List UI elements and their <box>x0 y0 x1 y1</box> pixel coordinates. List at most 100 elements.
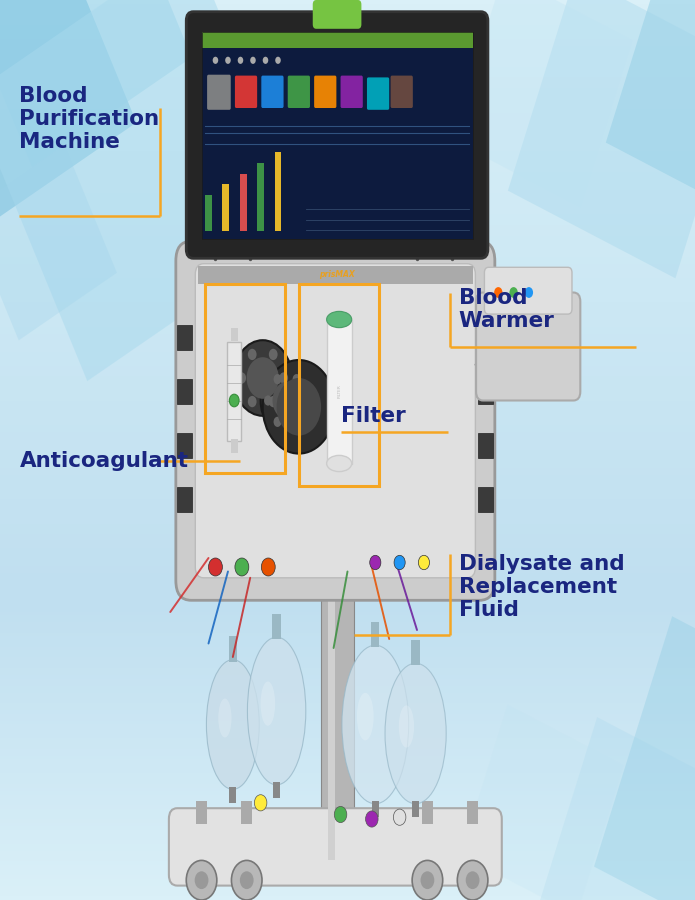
Bar <box>0 146 117 340</box>
Circle shape <box>366 811 378 827</box>
Ellipse shape <box>327 455 352 472</box>
Bar <box>508 0 695 278</box>
Circle shape <box>213 57 218 64</box>
Circle shape <box>334 806 347 823</box>
Text: FILTER: FILTER <box>337 384 341 399</box>
Bar <box>202 32 473 238</box>
Circle shape <box>466 871 480 889</box>
Ellipse shape <box>247 637 306 785</box>
Bar <box>227 342 241 441</box>
Circle shape <box>225 57 231 64</box>
Circle shape <box>274 374 281 384</box>
Circle shape <box>274 417 281 427</box>
FancyBboxPatch shape <box>484 267 572 314</box>
Bar <box>0 0 308 381</box>
Circle shape <box>248 349 256 360</box>
Bar <box>327 320 352 464</box>
Bar <box>467 801 478 824</box>
Circle shape <box>394 555 405 570</box>
Circle shape <box>272 382 302 419</box>
FancyBboxPatch shape <box>261 76 284 108</box>
Bar <box>461 705 623 900</box>
Circle shape <box>231 860 262 900</box>
Bar <box>272 614 281 639</box>
Bar <box>231 439 238 453</box>
Circle shape <box>235 558 249 576</box>
Ellipse shape <box>385 663 446 804</box>
Bar <box>240 174 247 231</box>
Circle shape <box>293 417 300 427</box>
Ellipse shape <box>327 311 352 328</box>
Bar <box>452 0 632 207</box>
Circle shape <box>418 555 430 570</box>
Ellipse shape <box>357 693 374 741</box>
Circle shape <box>263 360 335 454</box>
Bar <box>229 787 236 803</box>
Circle shape <box>457 860 488 900</box>
Bar <box>478 487 493 512</box>
Bar <box>606 0 695 250</box>
Ellipse shape <box>218 698 231 737</box>
Ellipse shape <box>342 645 409 804</box>
Text: prisMAX: prisMAX <box>319 270 355 279</box>
Circle shape <box>293 374 300 384</box>
FancyBboxPatch shape <box>169 808 502 886</box>
Circle shape <box>264 395 272 406</box>
Text: Anticoagulant: Anticoagulant <box>19 451 188 471</box>
FancyBboxPatch shape <box>341 76 363 108</box>
Bar <box>205 284 285 472</box>
Circle shape <box>263 57 268 64</box>
Text: Filter: Filter <box>341 406 405 426</box>
Bar <box>299 284 379 486</box>
Text: Blood
Purification
Machine: Blood Purification Machine <box>19 86 160 152</box>
Ellipse shape <box>327 311 352 328</box>
Bar <box>177 325 192 350</box>
Circle shape <box>240 871 254 889</box>
Bar <box>0 0 136 257</box>
Ellipse shape <box>206 660 259 789</box>
Bar <box>411 640 420 665</box>
Text: Dialysate and
Replacement
Fluid: Dialysate and Replacement Fluid <box>459 554 624 620</box>
Bar <box>422 801 433 824</box>
FancyBboxPatch shape <box>207 75 231 110</box>
Circle shape <box>234 340 292 416</box>
Circle shape <box>238 57 243 64</box>
Circle shape <box>509 287 518 298</box>
Circle shape <box>237 373 246 383</box>
Bar <box>372 801 379 817</box>
Circle shape <box>269 396 277 407</box>
Bar <box>205 195 212 231</box>
FancyBboxPatch shape <box>195 264 475 578</box>
Bar <box>594 616 695 900</box>
FancyBboxPatch shape <box>176 241 495 600</box>
FancyBboxPatch shape <box>313 0 361 29</box>
Circle shape <box>302 395 310 406</box>
Bar <box>478 433 493 458</box>
Circle shape <box>208 558 222 576</box>
Circle shape <box>275 57 281 64</box>
Circle shape <box>248 396 256 407</box>
Bar <box>198 266 473 284</box>
FancyBboxPatch shape <box>476 292 580 400</box>
Bar <box>177 487 192 512</box>
Circle shape <box>269 349 277 360</box>
Circle shape <box>186 860 217 900</box>
Circle shape <box>279 373 288 383</box>
Ellipse shape <box>205 832 469 868</box>
Bar <box>371 622 379 647</box>
Bar <box>275 152 281 231</box>
Circle shape <box>229 394 239 407</box>
Bar <box>202 32 473 48</box>
Bar <box>177 379 192 404</box>
FancyBboxPatch shape <box>235 76 257 108</box>
Circle shape <box>277 378 321 436</box>
FancyBboxPatch shape <box>186 12 488 258</box>
Bar <box>478 379 493 404</box>
Bar <box>202 32 473 238</box>
Bar <box>321 572 354 860</box>
FancyBboxPatch shape <box>391 76 413 108</box>
Bar <box>0 0 192 167</box>
Circle shape <box>254 795 267 811</box>
Circle shape <box>261 558 275 576</box>
Bar <box>241 801 252 824</box>
